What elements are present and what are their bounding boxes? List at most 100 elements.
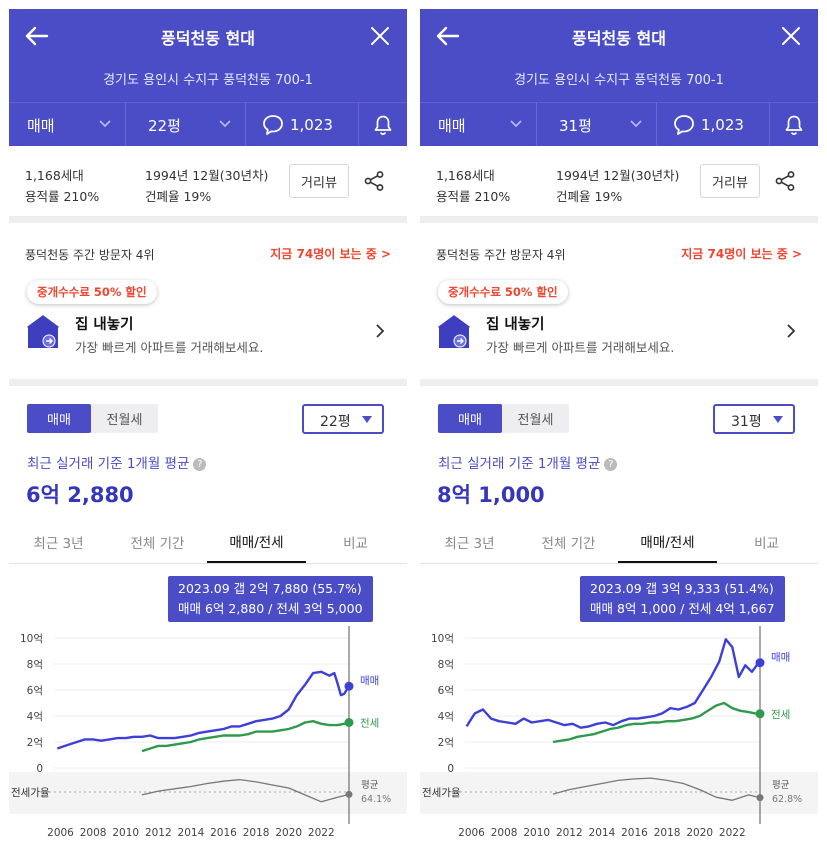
price-basis-text: 최근 실거래 기준 1개월 평균 <box>438 456 601 472</box>
tab-recent-3y[interactable]: 최근 3년 <box>444 536 495 552</box>
comment-count: 1,023 <box>290 116 333 134</box>
trade-type-label: 매매 <box>27 116 55 135</box>
y-tick-label: 0 <box>447 763 454 775</box>
comments-button[interactable]: 1,023 <box>246 102 359 147</box>
chart-tabs: 최근 3년 전체 기간 매매/전세 비교 <box>9 521 407 564</box>
notification-button[interactable] <box>770 102 818 147</box>
x-tick-label: 2006 <box>47 827 74 839</box>
toggle-sale[interactable]: 매매 <box>438 404 502 433</box>
sell-home-banner[interactable]: 중개수수료 50% 할인 집 내놓기 가장 빠르게 아파트를 거래해보세요. <box>420 275 818 379</box>
app-header: 풍덕천동 현대 경기도 용인시 수지구 풍덕천동 700-1 매매 31평 1,… <box>420 9 818 147</box>
share-icon[interactable] <box>363 170 385 192</box>
help-icon[interactable]: ? <box>193 458 207 471</box>
tab-compare[interactable]: 비교 <box>343 536 368 552</box>
address: 경기도 용인시 수지구 풍덕천동 700-1 <box>514 73 724 88</box>
close-icon[interactable] <box>369 25 391 47</box>
y-tick-label: 10억 <box>431 633 454 645</box>
complex-info: 1,168세대 용적률 210% 1994년 12월(30년차) 건폐율 19%… <box>420 146 818 216</box>
help-icon[interactable]: ? <box>604 458 618 471</box>
x-tick-label: 2016 <box>621 827 648 839</box>
x-tick-label: 2014 <box>178 827 205 839</box>
tab-all-period[interactable]: 전체 기간 <box>130 536 185 552</box>
x-tick-label: 2014 <box>589 827 616 839</box>
series-end-point <box>344 681 354 691</box>
series-label: 전세 <box>360 718 379 730</box>
floor-area-ratio: 용적률 210% <box>25 189 100 204</box>
discount-badge: 중개수수료 50% 할인 <box>27 280 157 304</box>
size-select-value: 22평 <box>320 414 351 430</box>
size-dropdown[interactable]: 22평 <box>126 102 246 147</box>
y-tick-label: 2억 <box>27 737 43 749</box>
average-value: 64.1% <box>361 794 391 805</box>
street-view-button[interactable]: 거리뷰 <box>289 164 349 198</box>
share-icon[interactable] <box>774 170 796 192</box>
sell-home-banner[interactable]: 중개수수료 50% 할인 집 내놓기 가장 빠르게 아파트를 거래해보세요. <box>9 275 407 379</box>
y-tick-label: 6억 <box>27 685 43 697</box>
y-tick-label: 4억 <box>27 711 43 723</box>
series-end-point <box>755 709 765 719</box>
live-viewers-link[interactable]: 지금 74명이 보는 중 > <box>681 247 802 261</box>
sell-home-title: 집 내놓기 <box>486 317 545 333</box>
tab-recent-3y[interactable]: 최근 3년 <box>33 536 84 552</box>
back-arrow-icon[interactable] <box>434 24 460 48</box>
close-icon[interactable] <box>780 25 802 47</box>
ratio-label: 전세가율 <box>422 787 461 799</box>
x-tick-label: 2020 <box>686 827 713 839</box>
price-basis: 최근 실거래 기준 1개월 평균? <box>438 452 618 472</box>
live-viewers-link[interactable]: 지금 74명이 보는 중 > <box>270 247 391 261</box>
y-tick-label: 4억 <box>438 711 454 723</box>
ratio-band <box>9 772 407 814</box>
y-tick-label: 8억 <box>438 659 454 671</box>
tab-all-period[interactable]: 전체 기간 <box>541 536 596 552</box>
toggle-sale[interactable]: 매매 <box>27 404 91 433</box>
tab-sale-jeonse[interactable]: 매매/전세 <box>618 521 717 563</box>
series-label: 전세 <box>771 709 790 721</box>
sell-home-subtitle: 가장 빠르게 아파트를 거래해보세요. <box>486 340 675 355</box>
x-tick-label: 2016 <box>210 827 237 839</box>
visitor-banner[interactable]: 풍덕천동 주간 방문자 4위 지금 74명이 보는 중 > <box>420 223 818 275</box>
price-basis-text: 최근 실거래 기준 1개월 평균 <box>27 456 190 472</box>
tab-sale-jeonse[interactable]: 매매/전세 <box>207 521 306 563</box>
visitor-rank: 풍덕천동 주간 방문자 4위 <box>436 248 566 262</box>
section-divider <box>420 216 818 223</box>
price-summary: 매매 전월세 22평 최근 실거래 기준 1개월 평균? 6억 2,880 <box>9 386 407 514</box>
size-select[interactable]: 22평 <box>302 404 384 434</box>
toggle-rent[interactable]: 전월세 <box>106 413 143 428</box>
chart-tooltip: 2023.09 갭 2억 7,880 (55.7%) 매매 6억 2,880 /… <box>168 576 373 622</box>
section-divider <box>9 216 407 223</box>
x-tick-label: 2012 <box>145 827 172 839</box>
comments-button[interactable]: 1,023 <box>657 102 770 147</box>
trade-toggle: 매매 전월세 <box>438 404 569 433</box>
house-upload-icon <box>27 315 59 348</box>
average-price: 8억 1,000 <box>437 483 545 507</box>
series-line-jeonse <box>552 701 761 744</box>
page-title: 풍덕천동 현대 <box>572 29 666 48</box>
trade-type-dropdown[interactable]: 매매 <box>420 102 537 147</box>
trade-type-dropdown[interactable]: 매매 <box>9 102 126 147</box>
tab-compare[interactable]: 비교 <box>754 536 779 552</box>
apartment-panel: 풍덕천동 현대 경기도 용인시 수지구 풍덕천동 700-1 매매 31평 1,… <box>420 9 818 841</box>
bell-icon <box>374 115 392 135</box>
visitor-rank: 풍덕천동 주간 방문자 4위 <box>25 248 155 262</box>
average-price: 6억 2,880 <box>26 483 134 507</box>
chevron-down-icon <box>99 120 111 128</box>
size-select[interactable]: 31평 <box>713 404 795 434</box>
back-arrow-icon[interactable] <box>23 24 49 48</box>
trade-type-label: 매매 <box>438 116 466 135</box>
notification-button[interactable] <box>359 102 407 147</box>
size-dropdown[interactable]: 31평 <box>537 102 657 147</box>
x-tick-label: 2008 <box>80 827 107 839</box>
series-end-point <box>756 794 764 802</box>
page-title: 풍덕천동 현대 <box>161 29 255 48</box>
toggle-rent[interactable]: 전월세 <box>517 413 554 428</box>
tooltip-line-1: 2023.09 갭 3억 9,333 (51.4%) <box>590 581 774 596</box>
visitor-banner[interactable]: 풍덕천동 주간 방문자 4위 지금 74명이 보는 중 > <box>9 223 407 275</box>
y-tick-label: 10억 <box>20 633 43 645</box>
comment-count: 1,023 <box>701 116 744 134</box>
price-chart[interactable]: 10억 8억 6억 4억 2억 0 2006 2008 2010 2012 2014 2016 2018… <box>420 564 818 841</box>
address: 경기도 용인시 수지구 풍덕천동 700-1 <box>103 73 313 88</box>
chevron-down-icon <box>219 120 231 128</box>
x-tick-label: 2008 <box>491 827 518 839</box>
price-chart[interactable]: 10억 8억 6억 4억 2억 0 2006 2008 2010 2012 2014 2016 2018… <box>9 564 407 841</box>
street-view-button[interactable]: 거리뷰 <box>700 164 760 198</box>
